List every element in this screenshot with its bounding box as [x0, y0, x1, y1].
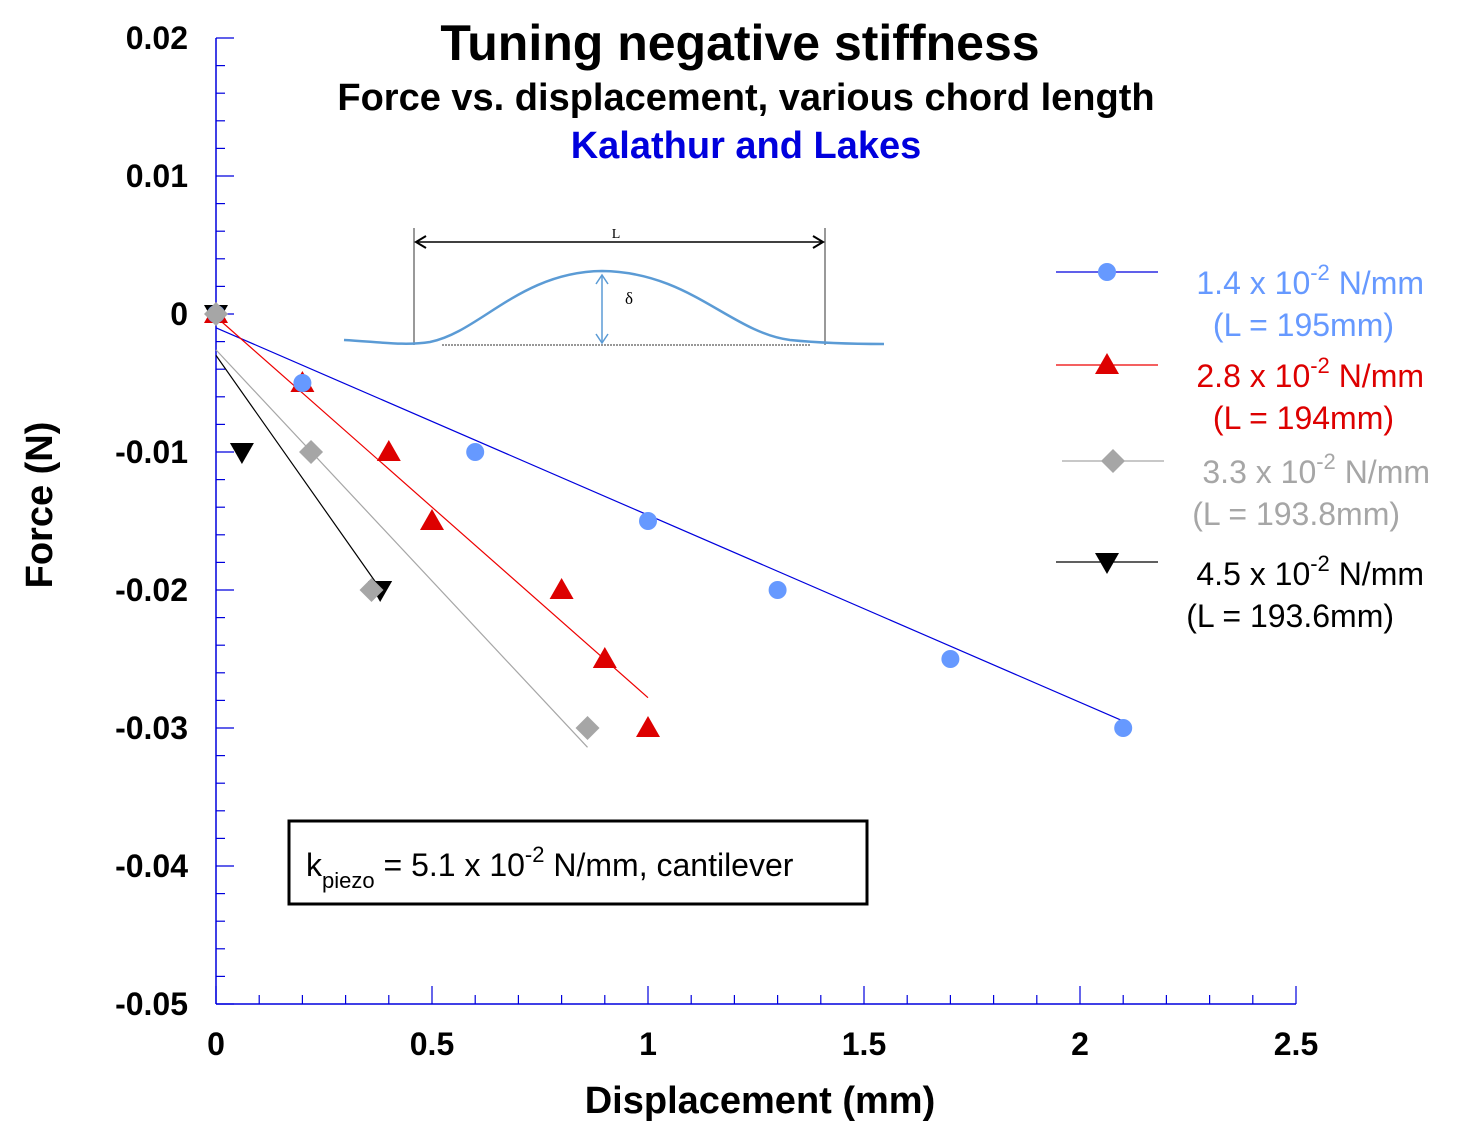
axes: 0 0.5 1 1.5 2 2.5 0.02 0.01 0 -0.01 -0.02 -0.03 -0.0…	[115, 20, 1318, 1062]
chart-author: Kalathur and Lakes	[571, 125, 922, 167]
data-point	[592, 647, 617, 668]
data-point	[359, 578, 384, 602]
deflection-label: δ	[625, 289, 633, 308]
x-tick-label: 1	[639, 1026, 657, 1062]
chart-title: Tuning negative stiffness	[440, 15, 1039, 71]
legend-marker	[1095, 553, 1119, 574]
y-tick-label: -0.04	[115, 848, 188, 884]
legend-sublabel: (L = 193.6mm)	[1186, 598, 1394, 634]
legend-sublabel: (L = 194mm)	[1213, 400, 1394, 436]
data-point	[1114, 719, 1133, 737]
y-tick-label: -0.01	[115, 434, 188, 470]
legend-label: 1.4 x 10-2 N/mm	[1196, 260, 1424, 301]
fit-line	[215, 316, 649, 699]
y-tick-label: -0.03	[115, 710, 188, 746]
x-tick-label: 1.5	[842, 1026, 886, 1062]
data-point	[420, 509, 444, 530]
x-tick-label: 2	[1071, 1026, 1089, 1062]
fit-line	[215, 349, 588, 748]
data-point	[549, 578, 574, 599]
data-point	[466, 443, 485, 461]
data-point	[941, 650, 960, 668]
data-point	[204, 302, 228, 326]
fit-lines	[215, 316, 1124, 748]
legend-marker	[1095, 353, 1119, 374]
legend-marker	[1098, 263, 1116, 281]
annotation-box: kpiezo = 5.1 x 10-2 N/mm, cantilever	[287, 819, 869, 906]
data-point	[229, 443, 254, 464]
legend-label: 3.3 x 10-2 N/mm	[1202, 449, 1430, 490]
legend-sublabel: (L = 193.8mm)	[1192, 496, 1400, 532]
length-label: L	[612, 227, 621, 242]
x-tick-label: 0.5	[410, 1026, 454, 1062]
data-point	[376, 440, 401, 461]
data-points	[204, 302, 1133, 740]
legend-label: 2.8 x 10-2 N/mm	[1196, 353, 1424, 394]
data-point	[293, 374, 312, 392]
fit-line	[215, 327, 1124, 722]
y-tick-label: -0.05	[115, 986, 188, 1022]
y-tick-label: -0.02	[115, 572, 188, 608]
y-tick-label: 0.01	[126, 158, 188, 194]
legend-marker	[1101, 449, 1125, 473]
legend: 1.4 x 10-2 N/mm (L = 195mm) 2.8 x 10-2 N/m…	[1056, 260, 1430, 634]
beam-curve	[343, 269, 885, 346]
data-point	[639, 512, 657, 530]
y-axis-label: Force (N)	[19, 422, 61, 589]
y-tick-label: 0	[170, 296, 188, 332]
data-point	[768, 581, 787, 599]
y-tick-label: 0.02	[126, 20, 188, 56]
data-point	[299, 440, 324, 464]
beam-inset: L δ	[343, 227, 885, 346]
legend-label: 4.5 x 10-2 N/mm	[1196, 551, 1424, 592]
data-point	[636, 716, 660, 737]
legend-sublabel: (L = 195mm)	[1213, 307, 1394, 343]
x-tick-label: 0	[207, 1026, 225, 1062]
x-axis-label: Displacement (mm)	[585, 1080, 936, 1122]
data-point	[575, 716, 600, 740]
fit-line	[215, 355, 381, 589]
annotation-text: kpiezo = 5.1 x 10-2 N/mm, cantilever	[306, 842, 794, 893]
chart-subtitle: Force vs. displacement, various chord le…	[337, 77, 1154, 119]
x-tick-label: 2.5	[1274, 1026, 1318, 1062]
